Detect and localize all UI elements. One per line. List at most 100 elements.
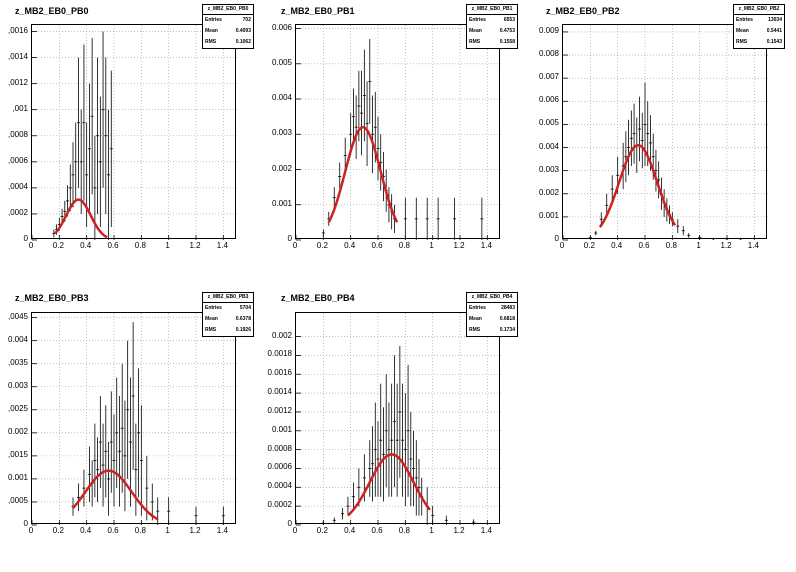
- stats-box: z_MB2_EB0_PB0 Entries 702 Mean 0.4093 RMS 0.10…: [202, 4, 254, 49]
- data-point: [384, 374, 388, 488]
- y-tick-label: 0.009: [538, 25, 559, 35]
- y-tick-label: ,0014: [7, 51, 28, 61]
- data-point: [406, 364, 410, 497]
- y-tick-label: 0.002: [7, 426, 28, 436]
- data-point: [109, 391, 113, 493]
- data-point: [436, 197, 440, 240]
- data-point: [360, 70, 364, 156]
- data-point: [403, 393, 407, 507]
- data-point: [131, 322, 135, 470]
- y-tick-label: ,0045: [7, 311, 28, 321]
- data-point: [431, 506, 435, 525]
- stats-label: Mean: [205, 28, 218, 34]
- data-point: [71, 142, 75, 208]
- x-tick-label: 0: [292, 241, 298, 250]
- data-point: [107, 442, 111, 516]
- stats-row-mean: Mean 0.6378: [203, 314, 253, 325]
- stats-row-mean: Mean 0.6818: [467, 314, 517, 325]
- x-tick-label: 0.4: [80, 526, 92, 535]
- x-tick-label: 1.4: [747, 241, 759, 250]
- data-point: [368, 39, 372, 124]
- data-point: [390, 383, 394, 497]
- data-point: [379, 134, 383, 191]
- y-tick-label: 0.004: [7, 334, 28, 344]
- y-tick-label: 0.005: [271, 57, 292, 67]
- data-point: [340, 508, 344, 520]
- data-point: [412, 430, 416, 507]
- histogram-title: z_MB2_EB0_PB4: [281, 293, 355, 303]
- data-point: [101, 31, 105, 188]
- data-point: [640, 112, 644, 169]
- data-point: [725, 237, 729, 240]
- stats-box-title: z_MB2_EB0_PB4: [467, 293, 517, 303]
- y-tick-label: 0: [287, 519, 292, 528]
- x-tick-label: 0.6: [107, 526, 119, 535]
- y-tick-label: ,0015: [7, 449, 28, 459]
- x-tick-label: 0: [28, 526, 34, 535]
- y-tick-label: 0.0008: [267, 443, 292, 453]
- data-point: [371, 426, 375, 502]
- data-point: [379, 383, 383, 497]
- y-tick-label: 0.0004: [267, 481, 292, 491]
- x-tick-label: 1: [696, 241, 701, 250]
- stats-label: RMS: [205, 39, 217, 45]
- stats-row-rms: RMS 0.1926: [203, 325, 253, 336]
- data-point: [104, 57, 108, 214]
- stats-row-mean: Mean 0.4753: [467, 26, 517, 37]
- data-point: [82, 469, 86, 507]
- data-point: [472, 519, 476, 525]
- stats-row-entries: Entries 13034: [734, 15, 784, 26]
- x-tick-label: 0: [559, 241, 565, 250]
- histogram-title: z_MB2_EB0_PB3: [15, 293, 89, 303]
- y-tick-label: 0.003: [7, 380, 28, 390]
- stats-label: RMS: [736, 39, 748, 45]
- stats-value: 0.1543: [766, 39, 782, 45]
- data-point: [376, 116, 380, 181]
- data-point: [403, 197, 407, 240]
- stats-row-entries: Entries 6553: [467, 15, 517, 26]
- histogram-svg: [295, 313, 501, 526]
- data-point: [90, 38, 94, 195]
- y-tick-label: 0.0002: [267, 500, 292, 510]
- data-point: [68, 164, 72, 212]
- data-point: [354, 95, 358, 159]
- y-tick-label: 0.001: [538, 210, 559, 220]
- y-tick-label: 0.002: [538, 187, 559, 197]
- data-point: [128, 377, 132, 507]
- data-point: [687, 233, 691, 238]
- data-point: [373, 402, 377, 497]
- data-point: [351, 482, 355, 511]
- stats-value: 28483: [501, 305, 515, 311]
- data-point: [362, 49, 366, 142]
- stats-row-entries: Entries 5704: [203, 303, 253, 314]
- data-point: [167, 497, 171, 525]
- stats-label: Entries: [469, 17, 486, 23]
- y-tick-label: 0.006: [271, 22, 292, 32]
- y-tick-label: ,0035: [7, 357, 28, 367]
- x-tick-label: 0.2: [316, 241, 328, 250]
- data-point: [52, 229, 56, 238]
- stats-box-title: z_MB2_EB0_PB2: [734, 5, 784, 15]
- stats-label: Entries: [205, 17, 222, 23]
- data-point: [321, 229, 325, 237]
- stats-value: 0.1926: [235, 327, 251, 333]
- histogram-title: z_MB2_EB0_PB2: [546, 6, 620, 16]
- x-tick-label: 0: [292, 526, 298, 535]
- y-tick-label: ,0008: [7, 129, 28, 139]
- data-point: [444, 515, 448, 525]
- data-point: [156, 497, 160, 525]
- stats-box: z_MB2_EB0_PB1 Entries 6553 Mean 0.4753 RMS 0.1…: [466, 4, 518, 49]
- x-tick-label: 0.4: [344, 241, 356, 250]
- data-point: [76, 483, 80, 512]
- stats-box: z_MB2_EB0_PB3 Entries 5704 Mean 0.6378 RMS 0.1…: [202, 292, 254, 337]
- data-point: [401, 383, 405, 497]
- stats-value: 0.1062: [235, 39, 251, 45]
- stats-value: 0.4753: [499, 28, 515, 34]
- y-tick-label: 0: [23, 234, 28, 243]
- x-tick-label: 0.8: [134, 241, 146, 250]
- data-point: [395, 383, 399, 497]
- stats-value: 0.1734: [499, 327, 515, 333]
- y-tick-label: ,0012: [7, 77, 28, 87]
- histogram-plot-area: [31, 312, 237, 526]
- data-point: [610, 175, 614, 204]
